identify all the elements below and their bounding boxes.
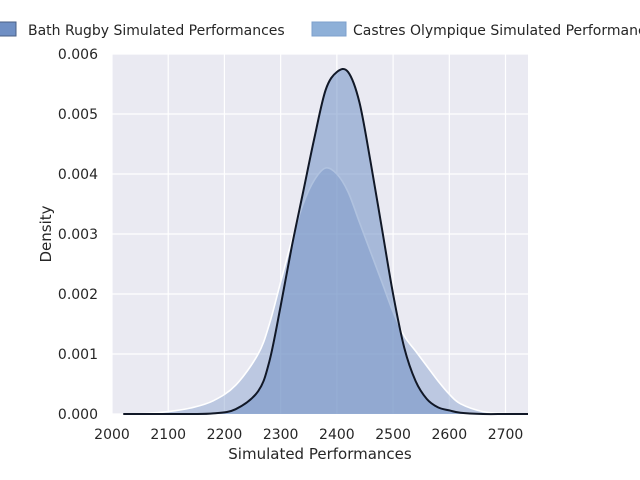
- legend-swatch-bath: [0, 21, 17, 37]
- x-tick-label: 2200: [207, 427, 243, 443]
- x-tick-label: 2400: [319, 427, 355, 443]
- y-tick-label: 0.002: [58, 287, 98, 303]
- area-bath: [123, 68, 529, 415]
- legend: Bath Rugby Simulated Performances Castre…: [0, 21, 640, 39]
- x-tick-label: 2000: [94, 427, 130, 443]
- line-bath: [123, 68, 528, 416]
- y-tick-label: 0.005: [58, 107, 98, 123]
- plot-areas: [123, 68, 529, 416]
- y-tick-label: 0.006: [58, 47, 98, 63]
- legend-label-bath: Bath Rugby Simulated Performances: [28, 23, 285, 39]
- y-tick-label: 0.001: [58, 347, 98, 363]
- x-tick-label: 2600: [431, 427, 467, 443]
- x-tick-label: 2100: [150, 427, 186, 443]
- y-tick-label: 0.000: [58, 407, 98, 423]
- y-tick-label: 0.003: [58, 227, 98, 243]
- x-tick-labels: 2000 2100 2200 2300 2400 2500 2600 2700: [94, 427, 523, 443]
- x-axis-label: Simulated Performances: [228, 445, 412, 463]
- y-tick-label: 0.004: [58, 167, 98, 183]
- x-tick-label: 2500: [375, 427, 411, 443]
- y-axis-label: Density: [37, 205, 55, 262]
- x-tick-label: 2300: [263, 427, 299, 443]
- x-tick-label: 2700: [488, 427, 524, 443]
- y-tick-labels: 0.000 0.001 0.002 0.003 0.004 0.005 0.006: [58, 47, 98, 423]
- legend-swatch-castres: [311, 21, 347, 37]
- legend-label-castres: Castres Olympique Simulated Performances: [353, 23, 640, 39]
